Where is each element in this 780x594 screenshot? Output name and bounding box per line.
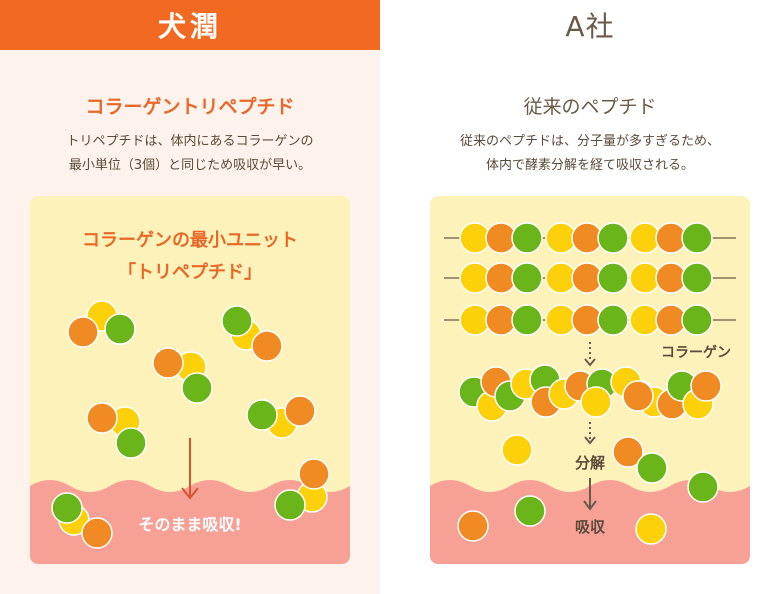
peptide-balls [457,222,722,545]
tripeptide-ball [115,427,147,459]
amino-acid-ball [687,471,719,503]
chain-ball [681,262,713,294]
left-header-title: 犬潤 [157,10,222,43]
tripeptide-ball [67,316,99,348]
tripeptide-ball [181,372,213,404]
chain-ball [681,304,713,336]
tripeptide-groups [51,300,330,549]
dotted-arrow-2-head [584,436,596,445]
chain-ball [597,304,629,336]
tripeptide-ball [51,492,83,524]
amino-acid-ball [612,436,644,468]
tripeptide-ball [246,399,278,431]
chain-ball [597,262,629,294]
right-desc-line-2: 体内で酵素分解を経て吸収される。 [485,158,694,173]
panel-title-line-2: 「トリペプチド」 [118,261,262,283]
tripeptide-ball [221,305,253,337]
left-desc-line-2: 最小単位（3個）と同じため吸収が早い。 [68,158,312,173]
amino-acid-ball [457,510,489,542]
left-subtitle: コラーゲントリペプチド [85,96,295,118]
left-diagram: コラーゲンの最小ユニット 「トリペプチド」 そのまま吸収! [30,229,350,564]
left-header: 犬潤 [0,0,380,50]
right-column: A社 従来のペプチド 従来のペプチドは、分子量が多すぎるため、 体内で酵素分解を… [400,0,780,594]
right-header: A社 [400,0,780,50]
left-diagram-panel: コラーゲンの最小ユニット 「トリペプチド」 そのまま吸収! [30,196,350,564]
tissue-layer [30,480,350,564]
right-header-title: A社 [565,10,615,43]
absorb-label: 吸収 [575,518,606,536]
right-desc-line-1: 従来のペプチドは、分子量が多すぎるため、 [459,134,720,149]
tripeptide-ball [298,458,330,490]
tissue-layer [430,480,750,564]
amino-acid-ball [514,495,546,527]
decompose-label: 分解 [575,454,605,472]
chain-ball [511,262,543,294]
decomposed-ball [690,370,722,402]
tripeptide-ball [104,313,136,345]
left-column: 犬潤 コラーゲントリペプチド トリペプチドは、体内にあるコラーゲンの 最小単位（… [0,0,380,594]
chain-ball [681,222,713,254]
left-desc-line-1: トリペプチドは、体内にあるコラーゲンの [66,134,314,149]
amino-acid-ball [501,434,533,466]
absorb-arrow-head [181,487,199,500]
amino-acid-ball [635,513,667,545]
decomposed-ball [622,380,654,412]
panel-title-line-1: コラーゲンの最小ユニット [82,229,298,251]
collagen-label: コラーゲン [661,344,731,361]
tripeptide-ball [86,402,118,434]
right-subtitle: 従来のペプチド [523,96,657,118]
chain-ball [511,304,543,336]
absorb-label: そのまま吸収! [138,515,241,534]
right-diagram: コラーゲン 分解 吸収 [430,222,750,564]
chain-ball [597,222,629,254]
absorb-arrow-head [583,500,597,511]
left-description: トリペプチドは、体内にあるコラーゲンの 最小単位（3個）と同じため吸収が早い。 [0,130,380,178]
tripeptide-ball [284,395,316,427]
right-description: 従来のペプチドは、分子量が多すぎるため、 体内で酵素分解を経て吸収される。 [400,130,780,178]
dotted-arrow-1-head [584,358,596,367]
tripeptide-ball [274,489,306,521]
amino-acid-ball [636,452,668,484]
right-diagram-panel: コラーゲン 分解 吸収 [430,196,750,564]
chain-ball [511,222,543,254]
tripeptide-ball [251,330,283,362]
tripeptide-ball [152,347,184,379]
decomposed-ball [580,386,612,418]
tripeptide-ball [81,517,113,549]
